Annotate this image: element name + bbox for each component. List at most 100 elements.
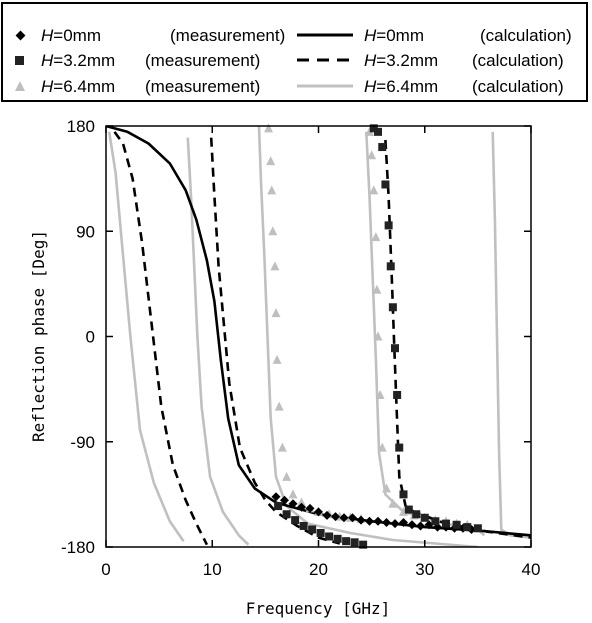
legend-note: (calculation) [472,77,564,96]
measurement-point-h0 [390,519,400,529]
series-layer [106,126,531,547]
legend-item-h0-measurement: H=0mm (measurement) [15,26,285,45]
measurement-point-h64 [277,442,287,452]
measurement-point-h64 [382,483,391,493]
legend-italic: H [364,51,377,70]
measurement-point-h0 [348,513,357,523]
calc-line-h64 [365,131,486,537]
legend-value: =3.2mm [376,51,438,70]
calc-line-h64 [257,126,479,547]
legend-note: (calculation) [480,26,572,45]
legend-item-h32-measurement: H=3.2mm (measurement) [15,51,260,70]
measurement-point-h0 [271,492,281,502]
measurement-point-h0 [424,520,434,530]
legend-item-h32-calculation: H=3.2mm (calculation) [297,51,564,70]
legend-note: (calculation) [472,51,564,70]
legend-label: H=3.2mm [41,51,115,70]
measurement-point-h0 [356,515,366,525]
measurement-point-h32 [399,490,408,499]
measurement-point-h0 [373,516,383,526]
measurement-point-h32 [431,517,440,526]
measurement-point-h64 [371,232,381,242]
measurement-point-h0 [365,516,374,526]
measurement-point-h64 [369,185,379,195]
y-tick-label: -90 [70,433,95,452]
measurement-point-h64 [375,389,385,399]
measurement-point-h32 [378,143,387,152]
y-tick-label: 180 [67,117,95,136]
measurement-point-h32 [333,534,342,543]
measurement-point-h32 [473,524,482,533]
calc-line-h64 [491,131,531,539]
measurement-point-h64 [267,185,277,195]
measurement-point-h32 [374,127,382,136]
calc-line-h32 [384,139,531,539]
measurement-point-h64 [365,126,374,136]
measurement-point-h64 [272,354,282,364]
measurement-point-h64 [270,261,280,271]
measurement-point-h64 [264,123,274,133]
measurement-point-h0 [305,503,315,513]
measurement-point-h32 [308,525,317,534]
measurement-point-h32 [299,521,308,530]
measurement-point-h32 [274,502,283,511]
legend-italic: H [364,26,377,45]
measurement-point-h64 [282,471,292,481]
legend-italic: H [41,26,54,45]
measurement-point-h32 [388,303,397,312]
measurement-point-h32 [386,262,395,271]
measurement-point-h64 [367,150,377,160]
measurement-point-h0 [280,495,289,505]
legend-item-h64-calculation: H=6.4mm (calculation) [297,77,564,96]
measurement-point-h32 [316,528,325,537]
x-axis-title: Frequency [GHz] [246,599,391,618]
measurement-point-h0 [297,502,306,512]
x-tick-label: 40 [522,560,541,579]
calc-line-h32 [209,137,341,545]
calc-line-h0 [106,126,531,537]
y-tick-label: -180 [61,538,95,557]
measurement-point-h32 [442,519,450,528]
legend-label: H=6.4mm [41,77,115,96]
legend-value: =0mm [376,26,424,45]
legend-frame [1,2,588,102]
legend-label: H=0mm [41,26,101,45]
legend-marker-square [15,56,24,65]
measurement-point-h0 [382,517,391,527]
measurement-point-h32 [463,523,472,532]
legend-note: (measurement) [170,26,285,45]
legend-label: H=6.4mm [364,77,438,96]
measurement-point-h64 [274,401,284,411]
legend-item-h0-calculation: H=0mm (calculation) [297,26,572,45]
legend-value: =3.2mm [53,51,115,70]
measurement-point-h32 [420,513,429,522]
legend-note: (measurement) [145,77,260,96]
legend-marker-triangle [15,81,25,91]
measurement-point-h0 [416,521,425,531]
measurement-point-h0 [331,512,340,522]
measurement-point-h64 [288,489,298,499]
measurement-point-h64 [271,308,281,318]
measurement-point-h64 [266,156,276,166]
y-tick-label: 0 [86,328,95,347]
measurement-point-h32 [391,344,399,353]
measurement-point-h32 [395,443,404,452]
tick-layer: 0 10 20 30 40 180 90 0 -90 -180 [61,117,540,579]
measurement-point-h0 [407,520,417,530]
measurement-point-h32 [393,390,402,399]
x-tick-label: 30 [415,560,434,579]
measurement-point-h64 [297,497,306,507]
measurement-point-h32 [369,124,378,133]
legend-value: =6.4mm [53,77,115,96]
x-tick-label: 20 [309,560,328,579]
measurement-point-h32 [404,505,413,514]
plot-frame [105,125,532,548]
calc-line-h64 [107,131,185,542]
measurement-point-h32 [291,516,300,525]
measurement-point-h32 [282,510,291,519]
y-axis-title: Reflection phase [Deg] [29,230,48,442]
measurement-point-h0 [314,507,323,517]
x-tick-label: 0 [101,560,110,579]
marker-layer [264,123,482,549]
